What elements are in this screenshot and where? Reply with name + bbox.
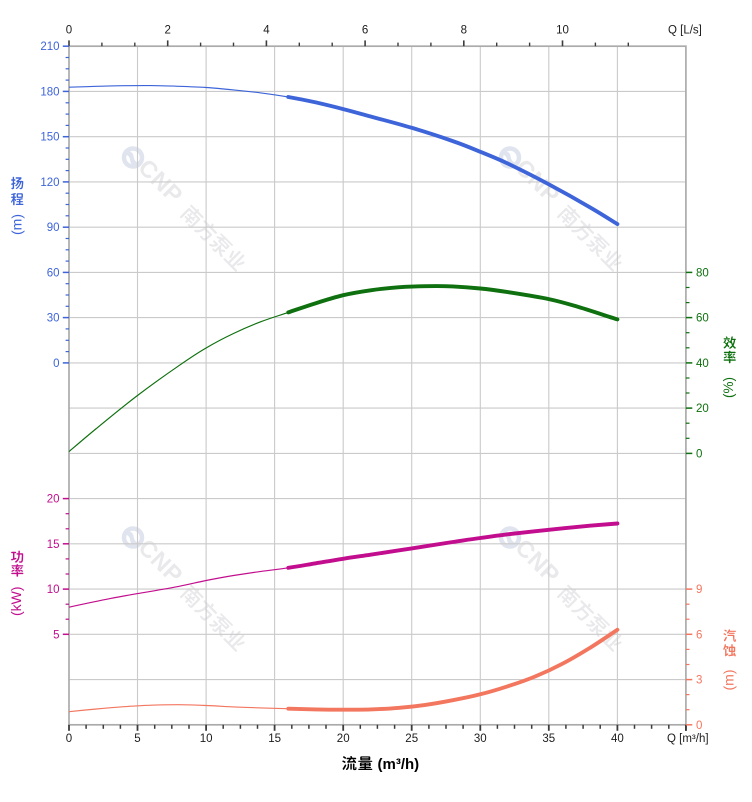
svg-text:20: 20 bbox=[337, 733, 350, 745]
svg-text:10: 10 bbox=[200, 733, 213, 745]
svg-text:40: 40 bbox=[611, 733, 624, 745]
svg-text:10: 10 bbox=[556, 25, 569, 37]
svg-text:9: 9 bbox=[696, 584, 702, 596]
svg-text:60: 60 bbox=[47, 267, 60, 279]
svg-text:90: 90 bbox=[47, 222, 60, 234]
svg-text:0: 0 bbox=[53, 358, 59, 370]
svg-text:(%): (%) bbox=[721, 377, 736, 398]
svg-text:2: 2 bbox=[164, 25, 170, 37]
svg-text:180: 180 bbox=[40, 86, 59, 98]
svg-text:15: 15 bbox=[47, 539, 60, 551]
svg-text:0: 0 bbox=[66, 25, 72, 37]
svg-text:0: 0 bbox=[66, 733, 72, 745]
svg-text:150: 150 bbox=[40, 132, 59, 144]
svg-text:25: 25 bbox=[405, 733, 418, 745]
svg-text:(kW): (kW) bbox=[8, 586, 24, 616]
svg-text:8: 8 bbox=[461, 25, 467, 37]
svg-text:4: 4 bbox=[263, 25, 270, 37]
svg-text:35: 35 bbox=[542, 733, 555, 745]
svg-text:6: 6 bbox=[696, 629, 702, 641]
svg-text:15: 15 bbox=[268, 733, 281, 745]
svg-text:80: 80 bbox=[696, 267, 709, 279]
svg-text:40: 40 bbox=[696, 358, 709, 370]
svg-text:5: 5 bbox=[53, 629, 59, 641]
svg-text:3: 3 bbox=[696, 675, 702, 687]
svg-text:0: 0 bbox=[696, 720, 702, 732]
svg-text:30: 30 bbox=[47, 313, 60, 325]
svg-text:120: 120 bbox=[40, 177, 59, 189]
svg-text:5: 5 bbox=[134, 733, 140, 745]
svg-text:20: 20 bbox=[696, 403, 709, 415]
svg-text:(m): (m) bbox=[8, 214, 24, 235]
svg-text:210: 210 bbox=[40, 41, 59, 53]
svg-text:(m): (m) bbox=[721, 670, 737, 691]
svg-text:30: 30 bbox=[474, 733, 487, 745]
svg-text:10: 10 bbox=[47, 584, 60, 596]
svg-text:Q [m³/h]: Q [m³/h] bbox=[667, 733, 709, 745]
svg-text:Q [L/s]: Q [L/s] bbox=[668, 25, 702, 37]
svg-text:60: 60 bbox=[696, 313, 709, 325]
svg-text:(m³/h): (m³/h) bbox=[378, 756, 420, 773]
svg-text:20: 20 bbox=[47, 494, 60, 506]
svg-text:0: 0 bbox=[696, 448, 702, 460]
svg-text:6: 6 bbox=[362, 25, 368, 37]
